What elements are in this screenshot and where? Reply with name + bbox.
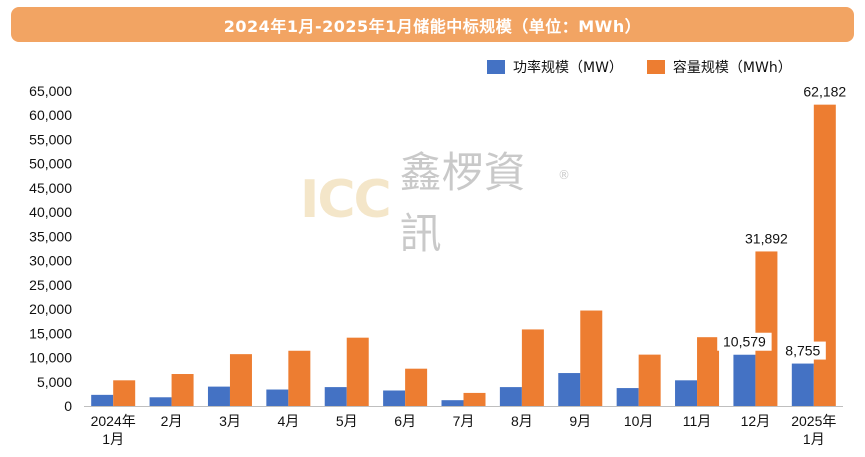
y-tick-label: 35,000 <box>29 228 72 244</box>
data-label-bg <box>739 229 794 248</box>
x-tick-label: 2月 <box>161 413 183 429</box>
watermark-reg: ® <box>558 168 570 182</box>
bar-capacity-12 <box>755 251 778 406</box>
y-tick-label: 30,000 <box>29 253 72 269</box>
x-tick-label: 1月 <box>803 431 825 447</box>
legend-swatch-power <box>487 60 505 74</box>
y-tick-label: 40,000 <box>29 204 72 220</box>
chart-title: 2024年1月-2025年1月储能中标规模（单位：MWh） <box>223 16 642 36</box>
bar-capacity-11 <box>697 337 720 406</box>
bar-power-5 <box>324 387 347 406</box>
bar-power-1 <box>91 394 114 406</box>
y-tick-label: 20,000 <box>29 301 72 317</box>
watermark-brand: ICC <box>300 170 392 230</box>
bar-power-7 <box>441 400 464 406</box>
bar-power-10 <box>616 388 639 406</box>
y-tick-label: 25,000 <box>29 277 72 293</box>
bar-power-6 <box>383 390 406 406</box>
y-tick-label: 45,000 <box>29 180 72 196</box>
y-tick-label: 55,000 <box>29 131 72 147</box>
bar-capacity-4 <box>288 350 311 406</box>
legend-label-capacity: 容量规模（MWh） <box>672 60 792 76</box>
x-tick-label: 2025年 <box>791 413 836 429</box>
chart-title-bar: 2024年1月-2025年1月储能中标规模（单位：MWh） <box>11 7 854 42</box>
legend-item-capacity: 容量规模（MWh） <box>646 57 792 77</box>
x-tick-label: 12月 <box>741 413 771 429</box>
y-tick-label: 65,000 <box>29 83 72 99</box>
data-label-bg <box>717 332 772 351</box>
chart-legend: 功率规模（MW） 容量规模（MWh） <box>487 57 816 77</box>
x-tick-label: 3月 <box>219 413 241 429</box>
y-tick-label: 50,000 <box>29 156 72 172</box>
legend-label-power: 功率规模（MW） <box>513 60 623 76</box>
bar-power-9 <box>558 373 581 406</box>
x-tick-label: 5月 <box>336 413 358 429</box>
bar-power-2 <box>149 397 172 406</box>
bar-power-8 <box>499 387 522 406</box>
bar-capacity-7 <box>463 392 486 406</box>
x-tick-label: 1月 <box>102 431 124 447</box>
x-tick-label: 7月 <box>453 413 475 429</box>
bar-power-13 <box>791 363 814 406</box>
bar-power-12 <box>733 354 756 406</box>
bar-capacity-5 <box>346 337 369 406</box>
data-label: 31,892 <box>745 230 788 246</box>
bar-capacity-6 <box>405 368 428 406</box>
y-tick-label: 5,000 <box>37 374 72 390</box>
legend-swatch-capacity <box>646 60 665 74</box>
watermark-cn: 鑫椤資訊 <box>399 148 526 258</box>
data-label-bg <box>797 82 853 101</box>
x-tick-label: 11月 <box>683 413 712 429</box>
bar-capacity-1 <box>113 380 136 406</box>
bar-power-3 <box>207 386 230 406</box>
watermark-logo: ICC 鑫椤資訊 ® <box>300 148 570 258</box>
x-tick-label: 10月 <box>624 413 654 429</box>
y-tick-label: 0 <box>64 398 72 414</box>
bar-capacity-8 <box>521 329 544 406</box>
bar-capacity-3 <box>229 354 252 406</box>
bar-capacity-9 <box>580 310 603 406</box>
x-tick-label: 4月 <box>277 413 299 429</box>
y-tick-label: 15,000 <box>29 325 72 341</box>
bar-capacity-13 <box>813 104 836 406</box>
legend-item-power: 功率规模（MW） <box>487 57 623 77</box>
y-tick-label: 10,000 <box>29 350 72 366</box>
data-label: 10,579 <box>723 334 766 350</box>
bar-power-4 <box>266 389 289 406</box>
y-tick-label: 60,000 <box>29 107 72 123</box>
bar-capacity-2 <box>171 374 194 406</box>
x-tick-label: 8月 <box>511 413 533 429</box>
x-tick-label: 6月 <box>394 413 416 429</box>
bar-capacity-10 <box>638 354 661 406</box>
bar-power-11 <box>675 380 698 406</box>
x-tick-label: 2024年 <box>91 413 136 429</box>
data-label-bg <box>779 341 826 360</box>
x-tick-label: 9月 <box>569 413 591 429</box>
data-label: 62,182 <box>803 84 846 100</box>
data-label: 8,755 <box>785 343 820 359</box>
